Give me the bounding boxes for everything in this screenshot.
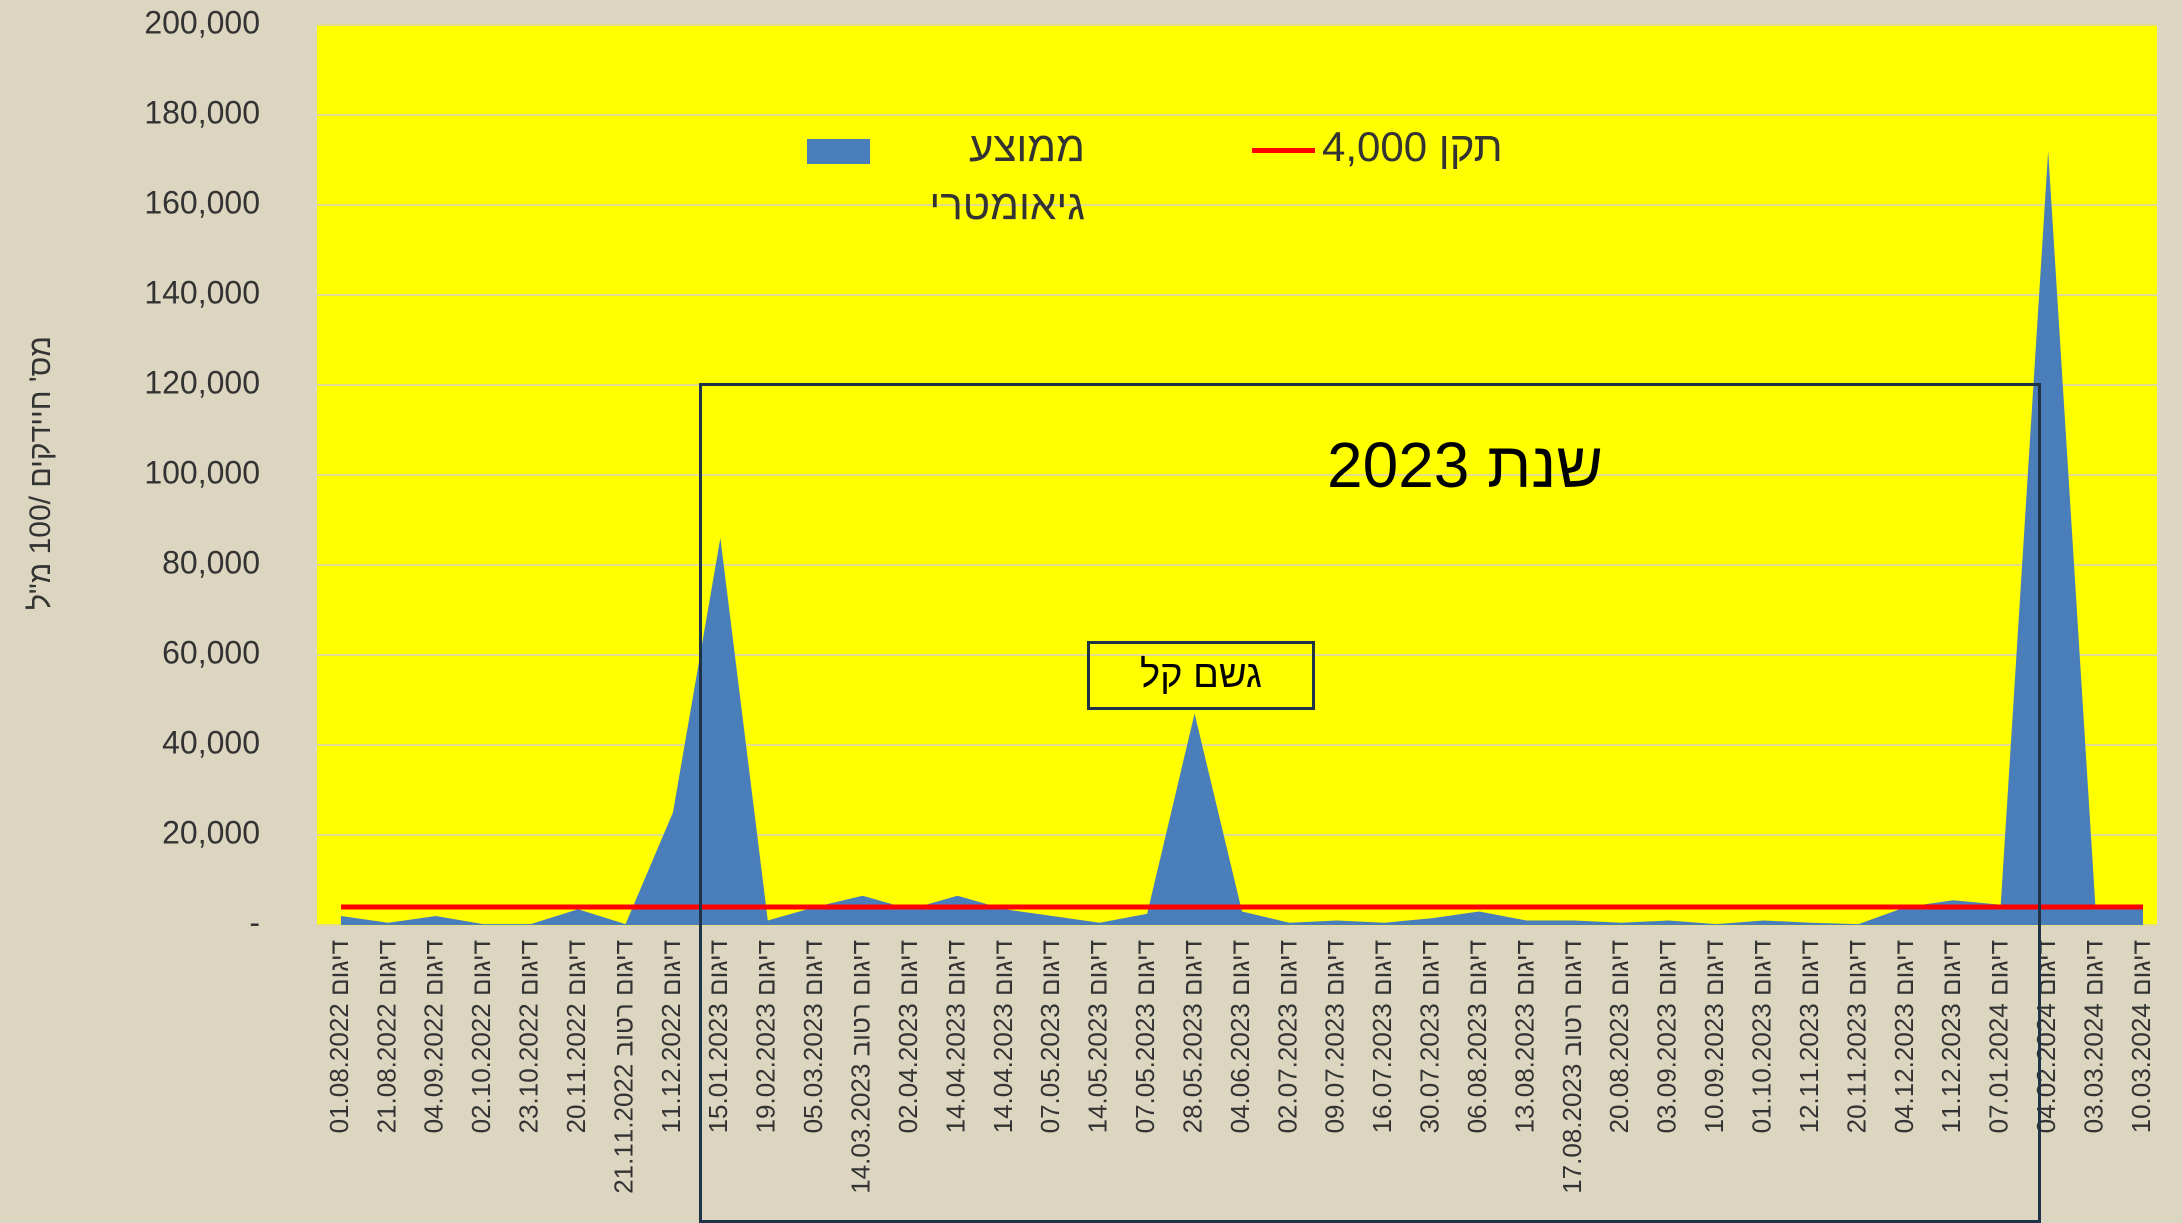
x-tick-label: דיגום 10.03.2024	[2126, 940, 2156, 1133]
x-tick-label: דיגום 20.08.2023	[1604, 940, 1634, 1133]
x-tick-label: דיגום 19.02.2023	[751, 940, 781, 1133]
x-tick-label: דיגום 11.12.2023	[1936, 940, 1966, 1133]
x-tick-label: דיגום 03.09.2023	[1652, 940, 1682, 1133]
x-tick-label: דיגום 30.07.2023	[1415, 940, 1445, 1133]
x-tick-label: דיגום 04.12.2023	[1889, 940, 1919, 1133]
x-tick-label: דיגום 07.01.2024	[1984, 940, 2014, 1133]
legend-label: תקן 4,000	[1322, 123, 1503, 170]
y-tick-label: 80,000	[162, 544, 260, 580]
y-tick-label: 180,000	[144, 94, 260, 130]
annotation: שנת 2023	[1327, 429, 1603, 501]
y-tick-label: 200,000	[144, 4, 260, 40]
y-tick-label: 140,000	[144, 274, 260, 310]
x-tick-label: דיגום 04.09.2022	[419, 940, 449, 1133]
x-tick-label: דיגום 20.11.2023	[1841, 940, 1871, 1133]
x-tick-label: דיגום 02.10.2022	[466, 940, 496, 1133]
y-tick-label: 100,000	[144, 454, 260, 490]
x-tick-label: דיגום 21.08.2022	[371, 940, 401, 1133]
legend-label: ממוצע גיאומטרי	[929, 123, 1085, 228]
annotation: גשם קל	[1087, 641, 1315, 710]
year-box	[699, 383, 2041, 1223]
x-tick-label: דיגום 02.07.2023	[1272, 940, 1302, 1133]
x-tick-label: דיגום 13.08.2023	[1509, 940, 1539, 1133]
x-tick-label: דיגום 15.01.2023	[703, 940, 733, 1133]
y-tick-label: 160,000	[144, 184, 260, 220]
x-tick-label: דיגום 11.12.2022	[656, 940, 686, 1133]
x-tick-label: דיגום 04.02.2024	[2031, 940, 2061, 1133]
x-tick-label: דיגום 12.11.2023	[1794, 940, 1824, 1133]
legend-swatch	[1252, 148, 1315, 153]
x-tick-label: דיגום 07.05.2023	[1035, 940, 1065, 1133]
y-tick-label: -	[249, 904, 260, 940]
x-tick-label: דיגום 01.08.2022	[324, 940, 354, 1133]
x-tick-label: דיגום 10.09.2023	[1699, 940, 1729, 1133]
y-axis-label: מס' חיידקים /100 מ"ל	[24, 336, 57, 610]
x-tick-label: דיגום 09.07.2023	[1320, 940, 1350, 1133]
legend-swatch	[807, 139, 870, 164]
x-tick-label: דיגום 03.03.2024	[2078, 940, 2108, 1133]
x-tick-label: דיגום רטוב 21.11.2022	[608, 940, 638, 1194]
x-tick-label: דיגום 01.10.2023	[1747, 940, 1777, 1133]
y-tick-label: 20,000	[162, 814, 260, 850]
x-tick-label: דיגום רטוב 17.08.2023	[1557, 940, 1587, 1194]
x-tick-label: דיגום 16.07.2023	[1367, 940, 1397, 1133]
y-tick-label: 120,000	[144, 364, 260, 400]
y-tick-label: 60,000	[162, 634, 260, 670]
x-tick-label: דיגום 06.08.2023	[1462, 940, 1492, 1133]
x-tick-label: דיגום 20.11.2022	[561, 940, 591, 1133]
x-tick-label: דיגום 14.04.2023	[988, 940, 1018, 1133]
x-tick-label: דיגום 23.10.2022	[514, 940, 544, 1133]
x-tick-label: דיגום רטוב 14.03.2023	[846, 940, 876, 1194]
x-tick-label: דיגום 02.04.2023	[893, 940, 923, 1133]
x-tick-label: דיגום 14.04.2023	[940, 940, 970, 1133]
x-tick-label: דיגום 05.03.2023	[798, 940, 828, 1133]
x-tick-label: דיגום 04.06.2023	[1225, 940, 1255, 1133]
x-tick-label: דיגום 14.05.2023	[1083, 940, 1113, 1133]
x-tick-label: דיגום 28.05.2023	[1177, 940, 1207, 1133]
y-tick-label: 40,000	[162, 724, 260, 760]
x-tick-label: דיגום 07.05.2023	[1130, 940, 1160, 1133]
